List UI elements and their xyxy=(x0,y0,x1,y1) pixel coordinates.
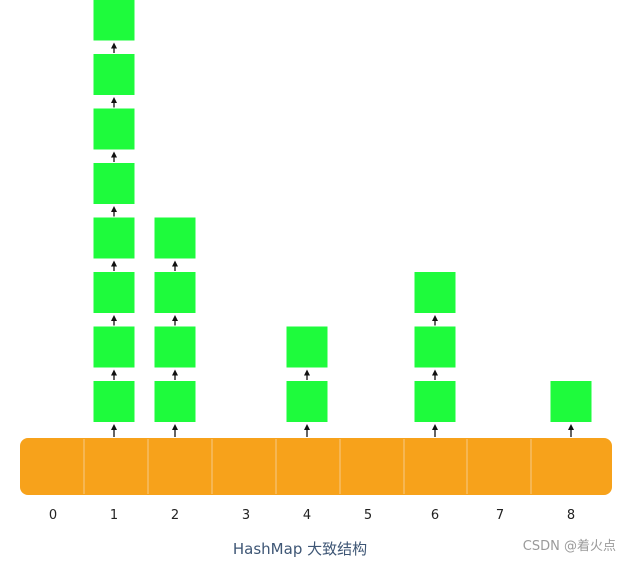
bucket-index-label: 0 xyxy=(49,508,57,523)
chain-arrow-head xyxy=(111,151,117,158)
chain-node xyxy=(154,217,196,259)
bucket-array xyxy=(20,438,612,495)
chain-node xyxy=(93,326,135,368)
watermark: CSDN @着火点 xyxy=(522,539,616,554)
chain-node xyxy=(286,381,328,422)
bucket-index-labels: 0 1 2 3 4 5 6 7 8 xyxy=(49,508,575,523)
chain-arrow-head xyxy=(304,369,310,376)
bucket-chain-8 xyxy=(550,381,592,437)
bucket-index-label: 7 xyxy=(496,508,504,523)
chain-arrow-head xyxy=(568,424,574,430)
bucket-index-label: 3 xyxy=(242,508,250,523)
chain-arrow-head xyxy=(111,97,117,103)
chain-arrow-head xyxy=(111,42,117,49)
bucket-array-body xyxy=(20,438,612,495)
chain-arrow-head xyxy=(172,424,178,430)
chain-arrow-head xyxy=(432,424,438,430)
chain-node xyxy=(414,381,456,422)
chain-node xyxy=(414,272,456,313)
chain-node xyxy=(414,326,456,368)
bucket-chains xyxy=(93,0,592,437)
chain-arrow-head xyxy=(304,424,310,430)
bucket-index-label: 2 xyxy=(171,508,179,523)
diagram-caption: HashMap 大致结构 xyxy=(233,540,367,558)
chain-arrow-head xyxy=(111,260,117,267)
chain-node xyxy=(93,54,135,95)
bucket-chain-1 xyxy=(93,0,135,437)
chain-arrow-head xyxy=(172,315,178,321)
chain-arrow-head xyxy=(111,315,117,321)
chain-arrow-head xyxy=(432,315,438,321)
chain-arrow-head xyxy=(111,206,117,212)
chain-node xyxy=(286,326,328,368)
bucket-index-label: 5 xyxy=(364,508,372,523)
chain-arrow-head xyxy=(111,369,117,376)
chain-node xyxy=(93,0,135,41)
chain-arrow-head xyxy=(432,369,438,376)
chain-node xyxy=(93,108,135,150)
chain-node xyxy=(93,163,135,204)
chain-node xyxy=(550,381,592,422)
chain-node xyxy=(154,381,196,422)
bucket-chain-6 xyxy=(414,272,456,437)
bucket-index-label: 4 xyxy=(303,508,311,523)
bucket-index-label: 1 xyxy=(110,508,118,523)
bucket-index-label: 6 xyxy=(431,508,439,523)
chain-node xyxy=(154,326,196,368)
bucket-chain-2 xyxy=(154,217,196,437)
chain-arrow-head xyxy=(172,260,178,267)
chain-arrow-head xyxy=(172,369,178,376)
bucket-chain-4 xyxy=(286,326,328,437)
bucket-index-label: 8 xyxy=(567,508,575,523)
chain-node xyxy=(93,272,135,313)
chain-arrow-head xyxy=(111,424,117,430)
chain-node xyxy=(93,217,135,259)
chain-node xyxy=(154,272,196,313)
chain-node xyxy=(93,381,135,422)
